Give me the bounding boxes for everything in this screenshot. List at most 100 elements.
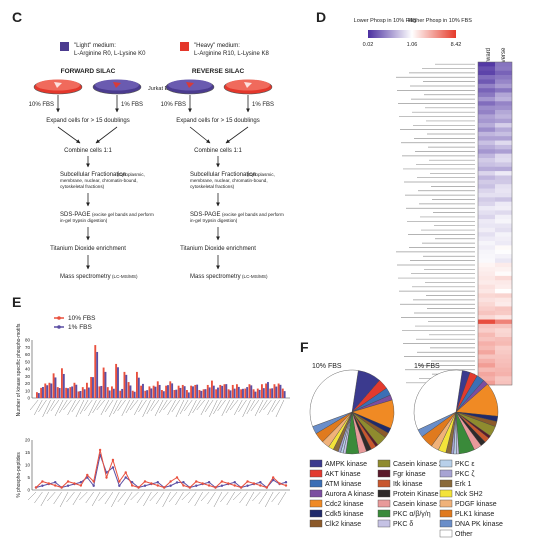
point-10fbs [201, 482, 204, 485]
heatmap-cell-forward [478, 267, 495, 272]
bar-10fbs [252, 389, 255, 398]
top-x-tick-label [163, 399, 172, 411]
bar-1fbs [258, 389, 261, 398]
bar-1fbs [79, 391, 82, 398]
heatmap-cell-reverse [495, 275, 512, 281]
forward-1fbs-label: 1% FBS [121, 102, 143, 108]
heatmap-cell-forward [478, 363, 495, 368]
scale-tick-mid: 1.06 [407, 42, 418, 48]
heatmap-cell-forward [478, 118, 495, 124]
bar-10fbs [256, 388, 259, 398]
bottom-x-tick-labels [27, 491, 287, 508]
heatmap-cell-reverse [495, 332, 512, 338]
legend-swatch [377, 519, 391, 528]
bar-10fbs [269, 388, 272, 398]
bar-10fbs [140, 385, 143, 398]
heatmap-cell-reverse [495, 227, 512, 233]
top-bar-chart [36, 345, 286, 398]
heatmap-cell-forward [478, 123, 495, 128]
heatmap-cell-reverse [495, 105, 512, 111]
legend-label: Itk kinase [393, 481, 423, 488]
bar-10fbs [198, 390, 201, 398]
top-x-tick-label [200, 399, 210, 416]
forward-dish-light [92, 79, 142, 95]
heatmap-cell-forward [478, 323, 495, 329]
bar-10fbs [202, 389, 205, 398]
bar-1fbs [117, 367, 119, 398]
top-x-tick-label [29, 399, 39, 411]
heatmap-cell-reverse [495, 149, 512, 154]
top-x-tick-label [38, 399, 47, 413]
point-1fbs [143, 484, 147, 487]
heatmap-cell-reverse [495, 96, 512, 102]
legend-10fbs-marker [57, 316, 61, 320]
bar-10fbs [65, 387, 68, 398]
legend-label: AMPK kinase [325, 461, 367, 468]
reverse-dish-heavy [223, 79, 273, 95]
legend-10fbs-text: 10% FBS [68, 315, 96, 322]
heatmap-cell-forward [478, 236, 495, 242]
bar-1fbs [271, 388, 274, 398]
point-1fbs [246, 484, 249, 487]
forward-column-label: Forward [486, 48, 492, 70]
heatmap-cell-forward [478, 358, 495, 364]
heatmap-cell-forward [478, 149, 495, 154]
bottom-x-tick-label [162, 491, 171, 508]
bar-10fbs [86, 382, 88, 398]
bar-10fbs [215, 389, 218, 398]
heatmap-cell-forward [478, 175, 495, 181]
top-x-tick-label [196, 399, 205, 411]
heatmap-cell-forward [478, 210, 495, 216]
bottom-x-tick-label [155, 491, 165, 505]
point-10fbs [169, 480, 172, 483]
legend-label: Erk 1 [455, 481, 471, 488]
point-10fbs [220, 480, 224, 483]
bar-1fbs [246, 387, 249, 398]
bar-10fbs [190, 385, 193, 398]
point-10fbs [111, 458, 115, 462]
heatmap-cell-forward [478, 101, 495, 106]
bar-1fbs [262, 388, 265, 398]
legend-swatch [309, 479, 323, 488]
point-10fbs [137, 486, 140, 489]
heatmap-cell-reverse [495, 206, 512, 211]
point-10fbs [163, 486, 166, 489]
heatmap-cell-forward [478, 96, 495, 102]
bar-10fbs [73, 382, 76, 398]
point-1fbs [54, 481, 57, 484]
bar-1fbs [142, 383, 144, 398]
point-10fbs [143, 480, 147, 483]
heatmap-cell-forward [478, 332, 495, 338]
bottom-x-tick-label [232, 491, 242, 501]
point-1fbs [271, 478, 275, 482]
panel-e: E 10% FBS 1% FBS Number of kinase specif… [12, 294, 290, 508]
bar-10fbs [148, 386, 151, 398]
point-10fbs [227, 482, 230, 485]
heatmap-cell-forward [478, 166, 495, 172]
heatmap-cell-forward [478, 105, 495, 111]
point-10fbs [182, 484, 185, 487]
heatmap-cell-reverse [495, 367, 512, 373]
bar-10fbs [194, 384, 197, 398]
top-y-tick: 50 [25, 359, 31, 364]
heatmap-cell-reverse [495, 123, 512, 128]
reverse-1fbs-label: 1% FBS [252, 102, 274, 108]
heatmap-cell-reverse [495, 70, 512, 76]
heatmap-cell-reverse [495, 214, 512, 220]
top-x-tick-label [75, 399, 85, 418]
heatmap-cell-reverse [495, 249, 512, 255]
heatmap-cell-reverse [495, 62, 512, 67]
bar-10fbs [156, 381, 159, 398]
heatmap-cell-forward [478, 288, 495, 294]
heatmap-cell-reverse [495, 210, 512, 216]
bar-1fbs [167, 385, 169, 398]
heatmap-cell-forward [478, 336, 495, 342]
heatmap-cell-forward [478, 171, 495, 176]
heatmap-cell-reverse [495, 201, 512, 207]
top-x-tick-label [167, 399, 176, 416]
bar-1fbs [37, 393, 40, 398]
forward-frac-detail-1: (Cytoplasmic, [117, 172, 145, 177]
bar-1fbs [125, 374, 128, 398]
heatmap-cell-reverse [495, 297, 512, 303]
